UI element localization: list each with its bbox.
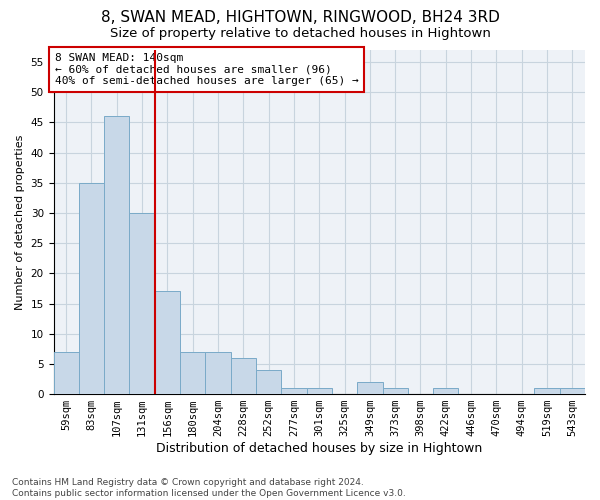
Text: 8, SWAN MEAD, HIGHTOWN, RINGWOOD, BH24 3RD: 8, SWAN MEAD, HIGHTOWN, RINGWOOD, BH24 3… (101, 10, 499, 25)
Text: Contains HM Land Registry data © Crown copyright and database right 2024.
Contai: Contains HM Land Registry data © Crown c… (12, 478, 406, 498)
Bar (383, 388, 408, 394)
Bar (104, 116, 130, 394)
Bar (433, 388, 458, 394)
Bar (307, 388, 332, 394)
Bar (535, 388, 560, 394)
Bar (180, 352, 205, 394)
Bar (205, 352, 230, 394)
Bar (130, 213, 155, 394)
Bar (256, 370, 281, 394)
Text: Size of property relative to detached houses in Hightown: Size of property relative to detached ho… (110, 28, 490, 40)
Bar (79, 183, 104, 394)
Bar (53, 352, 79, 394)
Bar (281, 388, 307, 394)
Bar (357, 382, 383, 394)
Bar (230, 358, 256, 394)
Text: 8 SWAN MEAD: 140sqm
← 60% of detached houses are smaller (96)
40% of semi-detach: 8 SWAN MEAD: 140sqm ← 60% of detached ho… (55, 53, 359, 86)
Bar (560, 388, 585, 394)
X-axis label: Distribution of detached houses by size in Hightown: Distribution of detached houses by size … (156, 442, 482, 455)
Bar (155, 292, 180, 394)
Y-axis label: Number of detached properties: Number of detached properties (15, 134, 25, 310)
